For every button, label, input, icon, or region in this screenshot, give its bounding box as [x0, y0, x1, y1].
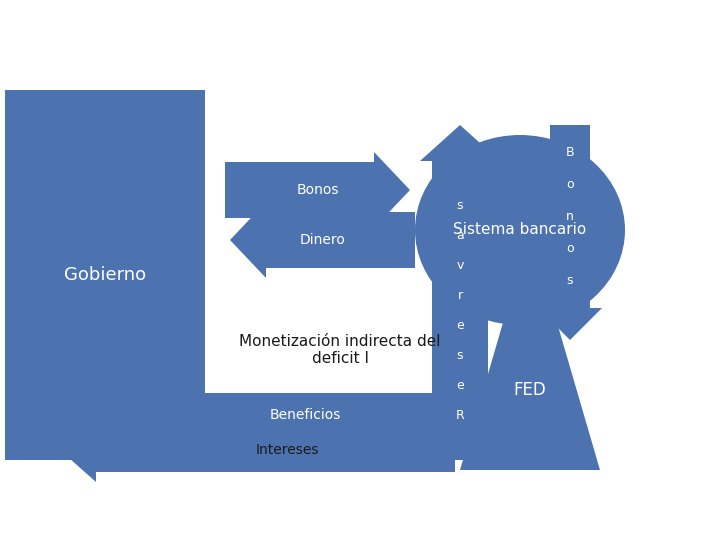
Bar — [550, 125, 590, 308]
Text: Bonos: Bonos — [296, 183, 338, 197]
Polygon shape — [230, 202, 266, 278]
Bar — [155, 393, 455, 437]
Bar — [432, 161, 488, 460]
Text: Monetización indirecta del
deficit I: Monetización indirecta del deficit I — [239, 334, 441, 366]
Polygon shape — [75, 235, 165, 285]
Bar — [58, 408, 158, 450]
Text: o: o — [566, 242, 574, 255]
Polygon shape — [60, 418, 96, 482]
Bar — [225, 162, 374, 218]
Text: o: o — [566, 178, 574, 191]
Text: e: e — [456, 379, 464, 392]
Text: a: a — [456, 230, 464, 242]
Polygon shape — [460, 230, 600, 470]
Text: Intereses: Intereses — [256, 443, 319, 457]
Bar — [155, 393, 425, 437]
Text: Dinero: Dinero — [300, 233, 346, 247]
Text: e: e — [456, 319, 464, 332]
Bar — [90, 285, 150, 410]
Polygon shape — [538, 308, 602, 340]
Bar — [58, 368, 100, 458]
Text: Sistema bancario: Sistema bancario — [454, 222, 587, 238]
Text: FED: FED — [513, 381, 546, 399]
Polygon shape — [420, 125, 500, 161]
Ellipse shape — [415, 135, 625, 325]
Text: B: B — [566, 146, 575, 159]
Text: s: s — [567, 274, 573, 287]
Text: v: v — [456, 259, 464, 272]
Polygon shape — [374, 152, 410, 228]
Text: s: s — [456, 349, 463, 362]
Text: s: s — [456, 199, 463, 212]
Bar — [96, 428, 455, 472]
Bar — [266, 212, 415, 268]
Text: n: n — [566, 210, 574, 223]
Text: r: r — [457, 289, 462, 302]
Text: Gobierno: Gobierno — [64, 266, 146, 284]
Text: Beneficios: Beneficios — [269, 408, 341, 422]
Bar — [5, 90, 205, 460]
Text: R: R — [456, 409, 464, 422]
